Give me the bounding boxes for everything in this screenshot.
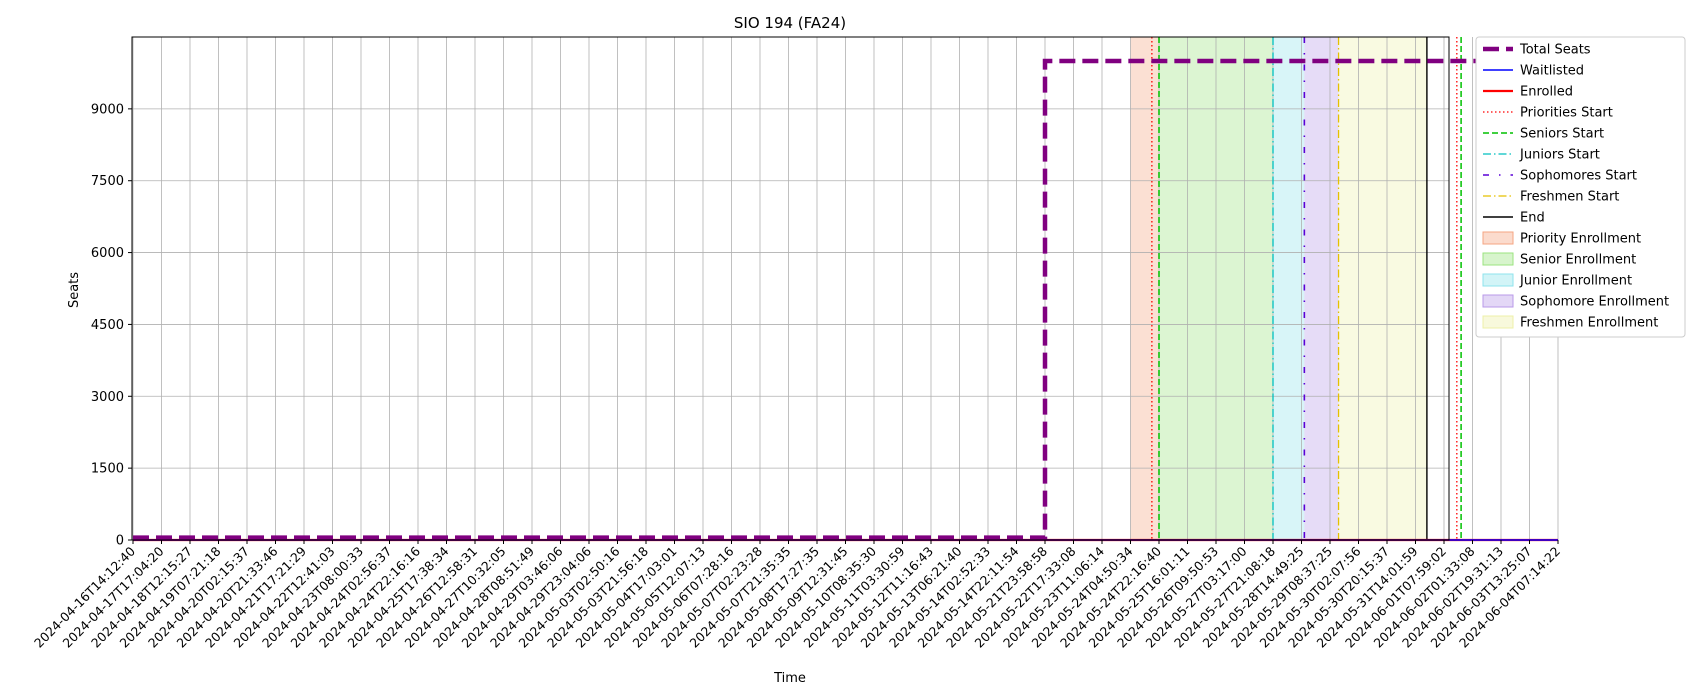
legend-swatch (1482, 231, 1514, 245)
legend-swatch (1482, 315, 1514, 329)
legend-swatch (1482, 294, 1514, 308)
legend-label: Seniors Start (1520, 127, 1604, 142)
legend-label: Senior Enrollment (1520, 253, 1636, 268)
legend-label: Total Seats (1519, 43, 1591, 58)
enrollment-spans (1130, 37, 1427, 540)
legend-label: Junior Enrollment (1519, 274, 1632, 289)
y-tick-label: 7500 (91, 174, 124, 189)
y-tick-label: 4500 (91, 318, 124, 333)
legend-label: Waitlisted (1520, 64, 1584, 79)
y-axis-ticks: 0 1500 3000 4500 6000 7500 9000 (91, 102, 132, 549)
legend-label: Priorities Start (1520, 106, 1613, 121)
span-priority-enrollment (1130, 37, 1159, 540)
span-sophomore-enrollment (1304, 37, 1339, 540)
legend-swatch (1482, 252, 1514, 266)
y-tick-label: 6000 (91, 246, 124, 261)
legend-swatch (1482, 273, 1514, 287)
plot-frame (131, 36, 1450, 541)
x-axis-label: Time (773, 671, 806, 686)
span-junior-enrollment (1273, 37, 1305, 540)
y-tick-label: 0 (116, 534, 124, 549)
legend: Total Seats Waitlisted Enrolled Priorities … (1475, 36, 1686, 338)
legend-label: Sophomore Enrollment (1520, 295, 1669, 310)
legend-label: Freshmen Start (1520, 190, 1619, 205)
legend-label: Juniors Start (1519, 148, 1600, 163)
legend-label: End (1520, 211, 1545, 226)
y-tick-label: 3000 (91, 390, 124, 405)
milestone-lines (1151, 37, 1462, 540)
legend-label: Sophomores Start (1520, 169, 1637, 184)
span-freshmen-enrollment (1338, 37, 1427, 540)
legend-frame (1475, 36, 1686, 338)
chart-title: SIO 194 (FA24) (734, 14, 846, 32)
y-axis-label: Seats (67, 272, 82, 308)
y-tick-label: 9000 (91, 102, 124, 117)
legend-label: Enrolled (1520, 85, 1573, 100)
legend-label: Priority Enrollment (1520, 232, 1641, 247)
y-tick-label: 1500 (91, 462, 124, 477)
legend-label: Freshmen Enrollment (1520, 316, 1658, 331)
series-total-seats (133, 58, 1558, 540)
